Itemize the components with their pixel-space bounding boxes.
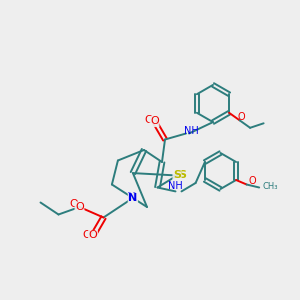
Text: S: S [173, 170, 181, 181]
Text: S: S [178, 170, 186, 180]
Text: CH₃: CH₃ [262, 182, 278, 191]
Text: O: O [88, 230, 98, 241]
Text: N: N [127, 192, 136, 202]
Text: O: O [145, 115, 154, 125]
Text: O: O [150, 116, 159, 127]
Text: O: O [82, 230, 91, 241]
Text: O: O [249, 176, 256, 187]
Text: O: O [75, 202, 84, 212]
Text: NH: NH [184, 126, 199, 136]
Text: O: O [237, 112, 245, 122]
Text: N: N [128, 193, 137, 203]
Text: NH: NH [168, 181, 183, 191]
Text: O: O [70, 199, 79, 209]
